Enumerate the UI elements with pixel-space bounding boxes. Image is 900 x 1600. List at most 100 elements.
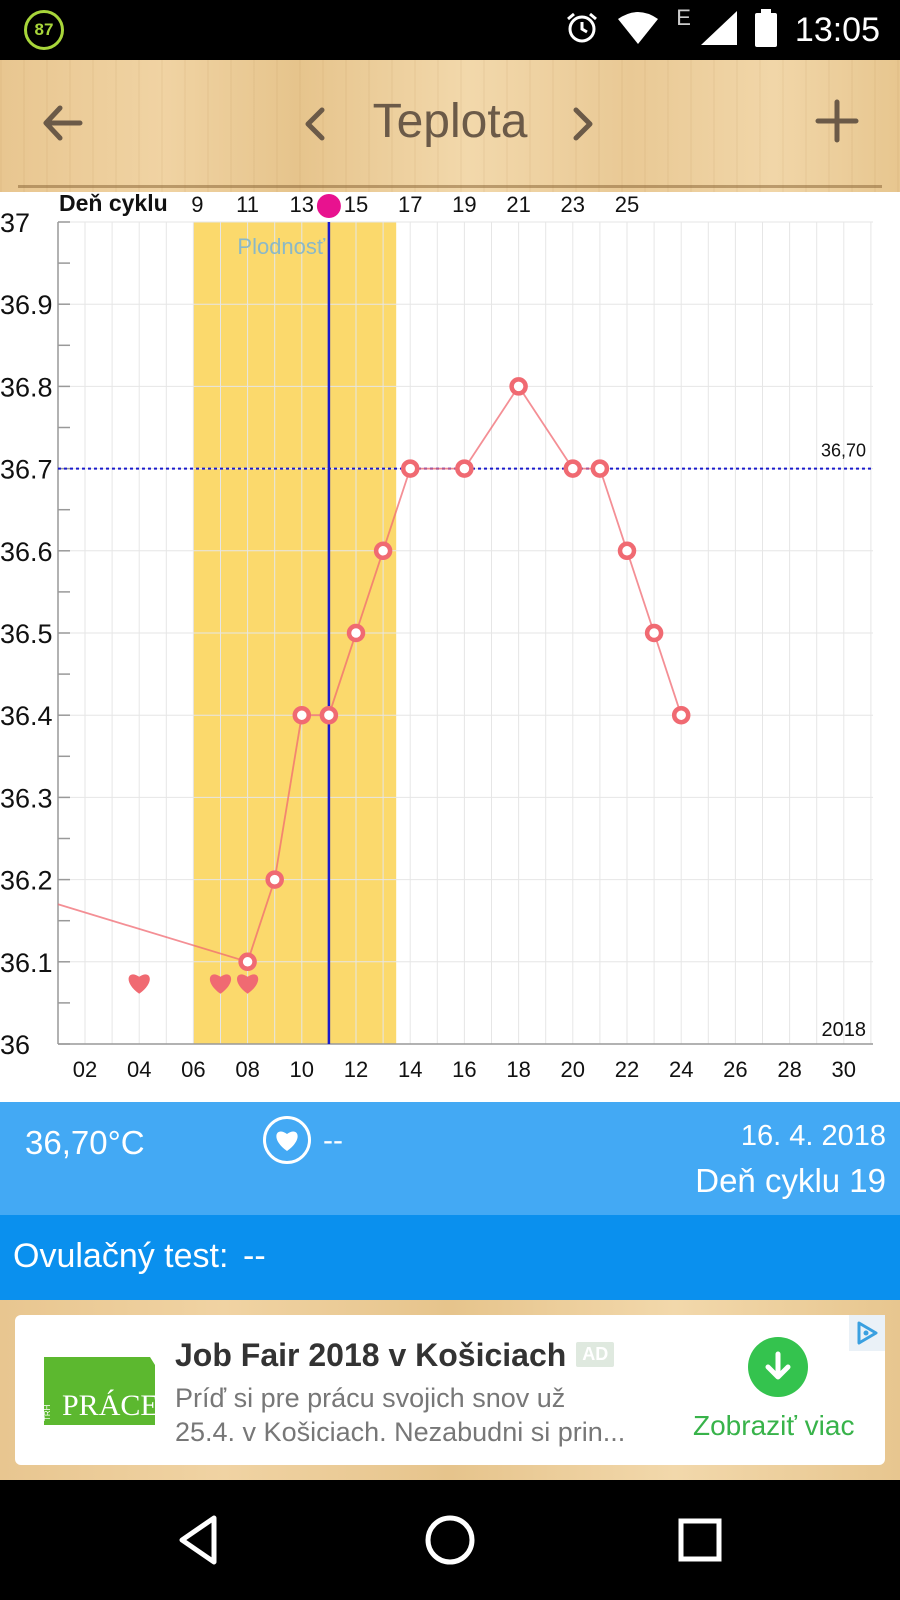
cycle-tick-label: 23 [561, 192, 585, 217]
heart-marker [128, 974, 150, 994]
y-tick-label: 36.1 [0, 948, 53, 978]
nav-home-icon[interactable] [418, 1508, 482, 1572]
x-tick-label: 18 [506, 1057, 530, 1082]
cycle-tick-label: 9 [191, 192, 203, 217]
nav-recents-icon[interactable] [668, 1508, 732, 1572]
y-tick-label: 36.8 [0, 372, 53, 402]
y-tick-label: 36.5 [0, 619, 53, 649]
ad-card[interactable]: PRÁCE TRH Job Fair 2018 v Košiciach AD Pr… [15, 1315, 885, 1465]
current-day-dot [316, 194, 341, 218]
ad-logo-small: TRH [43, 1404, 52, 1421]
data-point [455, 459, 474, 478]
temperature-value: 36,70°C [25, 1124, 145, 1161]
chevron-left-icon[interactable] [300, 104, 330, 144]
plus-icon[interactable] [812, 96, 862, 146]
x-tick-label: 24 [669, 1057, 693, 1082]
series-line-segment [626, 550, 655, 634]
x-tick-label: 14 [398, 1057, 422, 1082]
wifi-icon [618, 11, 659, 50]
data-point [617, 541, 637, 561]
x-tick-label: 04 [127, 1057, 151, 1082]
data-point [590, 459, 610, 478]
series-line-segment [382, 468, 412, 552]
data-point [292, 705, 312, 725]
x-tick-label: 02 [73, 1057, 97, 1082]
x-tick-label: 30 [832, 1057, 856, 1082]
cycle-tick-label: 13 [290, 192, 314, 217]
alarm-icon [564, 10, 600, 51]
ad-description-line-2: 25.4. v Košiciach. Nezabudni si prin... [175, 1417, 626, 1447]
series-line-segment [599, 468, 628, 552]
heart-marker [236, 974, 259, 994]
ovulation-test-panel[interactable]: Ovulačný test: -- [0, 1215, 900, 1300]
x-tick-label: 20 [561, 1057, 585, 1082]
series-line-segment [653, 632, 683, 716]
data-point [346, 623, 366, 643]
cycle-day: Deň cyklu 19 [695, 1162, 886, 1199]
series-line-segment [463, 385, 520, 470]
series-line-segment [517, 385, 574, 470]
ad-description-line-1: Príď si pre prácu svojich snov už [175, 1383, 566, 1413]
y-tick-label: 36.6 [0, 537, 53, 567]
year-label: 2018 [822, 1019, 867, 1041]
y-tick-label: 36.7 [0, 455, 53, 485]
cycle-tick-label: 17 [398, 192, 422, 217]
data-point [671, 705, 691, 725]
heart-marker [209, 974, 232, 994]
y-tick-label: 36.4 [0, 701, 53, 731]
battery-saver-badge: 87 [24, 10, 64, 50]
back-arrow-icon[interactable] [38, 98, 88, 148]
temperature-chart[interactable]: Plodnosť 36,70 37 36.9 36.8 36.7 36.6 36.5 36.4 3… [0, 192, 900, 1102]
y-tick-label: 36.2 [0, 866, 53, 896]
x-tick-label: 08 [235, 1057, 259, 1082]
ad-title[interactable]: Job Fair 2018 v Košiciach AD [175, 1337, 615, 1374]
data-point [373, 541, 393, 561]
x-tick-label: 26 [723, 1057, 747, 1082]
chevron-right-icon[interactable] [568, 104, 598, 144]
y-tick-label: 36.3 [0, 783, 53, 813]
cycle-tick-label: 21 [506, 192, 530, 217]
data-point [563, 459, 583, 478]
ad-badge: AD [576, 1342, 615, 1368]
ovulation-test-value: -- [243, 1237, 266, 1275]
cycle-tick-label: 25 [615, 192, 639, 217]
x-tick-label: 12 [344, 1057, 368, 1082]
heart-icon [263, 1116, 311, 1164]
series-line-segment [273, 715, 303, 880]
navigation-bar [0, 1480, 900, 1600]
adchoices-icon[interactable] [849, 1315, 885, 1351]
selected-date: 16. 4. 2018 [740, 1120, 886, 1152]
cycle-tick-label: 11 [236, 192, 259, 217]
signal-icon [700, 10, 737, 50]
ad-description: Príď si pre prácu svojich snov už 25.4. … [175, 1381, 675, 1449]
x-tick-label: 28 [777, 1057, 801, 1082]
page-title: Teplota [372, 95, 528, 148]
intercourse-value: -- [323, 1124, 343, 1157]
x-tick-label: 22 [615, 1057, 639, 1082]
ad-cta-button[interactable]: Zobraziť viac [693, 1410, 855, 1441]
cycle-tick-label: 15 [344, 192, 368, 217]
data-point [238, 952, 257, 972]
download-icon[interactable] [748, 1337, 808, 1397]
x-tick-label: 16 [452, 1057, 476, 1082]
y-tick-label: 36 [0, 1030, 30, 1060]
nav-back-icon[interactable] [168, 1508, 232, 1572]
ad-logo-text: PRÁCE [62, 1389, 157, 1422]
data-point [644, 623, 664, 643]
status-bar: 87 E 13:05 [0, 0, 900, 60]
reference-line-label: 36,70 [821, 441, 866, 461]
x-tick-label: 10 [290, 1057, 314, 1082]
clock: 13:05 [794, 10, 880, 49]
ad-banner-area: PRÁCE TRH Job Fair 2018 v Košiciach AD Pr… [0, 1300, 900, 1480]
y-tick-label: 36.9 [0, 290, 53, 320]
series-line-segment [328, 632, 357, 716]
day-info-panel[interactable]: 36,70°C -- 16. 4. 2018 Deň cyklu 19 [0, 1102, 900, 1215]
cycle-axis-label: Deň cyklu [59, 192, 168, 216]
network-type-label: E [676, 5, 691, 30]
series-line-segment [355, 550, 384, 634]
series-line-segment [246, 879, 276, 963]
cycle-tick-label: 19 [452, 192, 476, 217]
ovulation-test-label: Ovulačný test: [13, 1237, 229, 1275]
ad-title-text: Job Fair 2018 v Košiciach [175, 1337, 567, 1373]
ad-logo: PRÁCE TRH [43, 1357, 157, 1425]
